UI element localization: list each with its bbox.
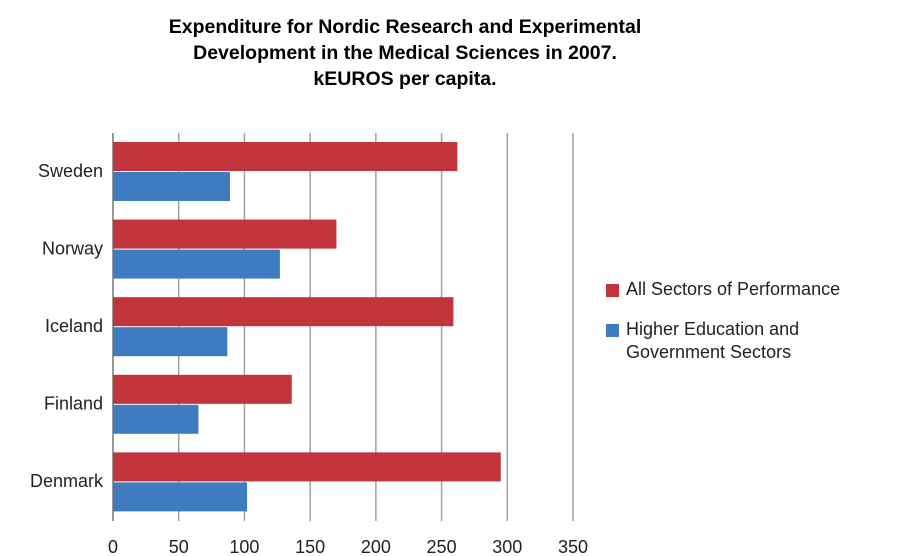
legend: All Sectors of Performance Higher Educati… xyxy=(606,278,840,381)
x-tick-label: 300 xyxy=(492,537,522,556)
bar xyxy=(113,249,280,279)
legend-label: All Sectors of Performance xyxy=(626,279,841,299)
legend-swatch xyxy=(606,324,619,337)
legend-item: All Sectors of Performance xyxy=(606,278,840,301)
legend-label: Higher Education and Government Sectors xyxy=(626,319,800,362)
bar xyxy=(113,374,292,404)
x-tick-label: 0 xyxy=(108,537,118,556)
bar xyxy=(113,297,454,327)
x-tick-label: 250 xyxy=(427,537,457,556)
y-tick-label: Norway xyxy=(42,238,103,258)
y-tick-label: Denmark xyxy=(30,471,104,491)
bar xyxy=(113,452,501,482)
chart-title: Expenditure for Nordic Research and Expe… xyxy=(168,16,642,90)
bar xyxy=(113,219,337,249)
x-tick-label: 350 xyxy=(558,537,588,556)
x-tick-label: 100 xyxy=(229,537,259,556)
x-tick-label: 150 xyxy=(295,537,325,556)
bar xyxy=(113,327,228,357)
bar xyxy=(113,142,458,171)
legend-swatch xyxy=(606,284,619,297)
y-tick-label: Sweden xyxy=(38,161,103,181)
bar xyxy=(113,172,230,201)
bar xyxy=(113,404,199,434)
x-tick-label: 200 xyxy=(361,537,391,556)
y-tick-label: Finland xyxy=(44,394,103,414)
x-tick-label: 50 xyxy=(169,537,189,556)
y-tick-label: Iceland xyxy=(45,316,103,336)
bar xyxy=(113,482,248,512)
legend-item: Higher Education and Government Sectors xyxy=(606,318,840,364)
